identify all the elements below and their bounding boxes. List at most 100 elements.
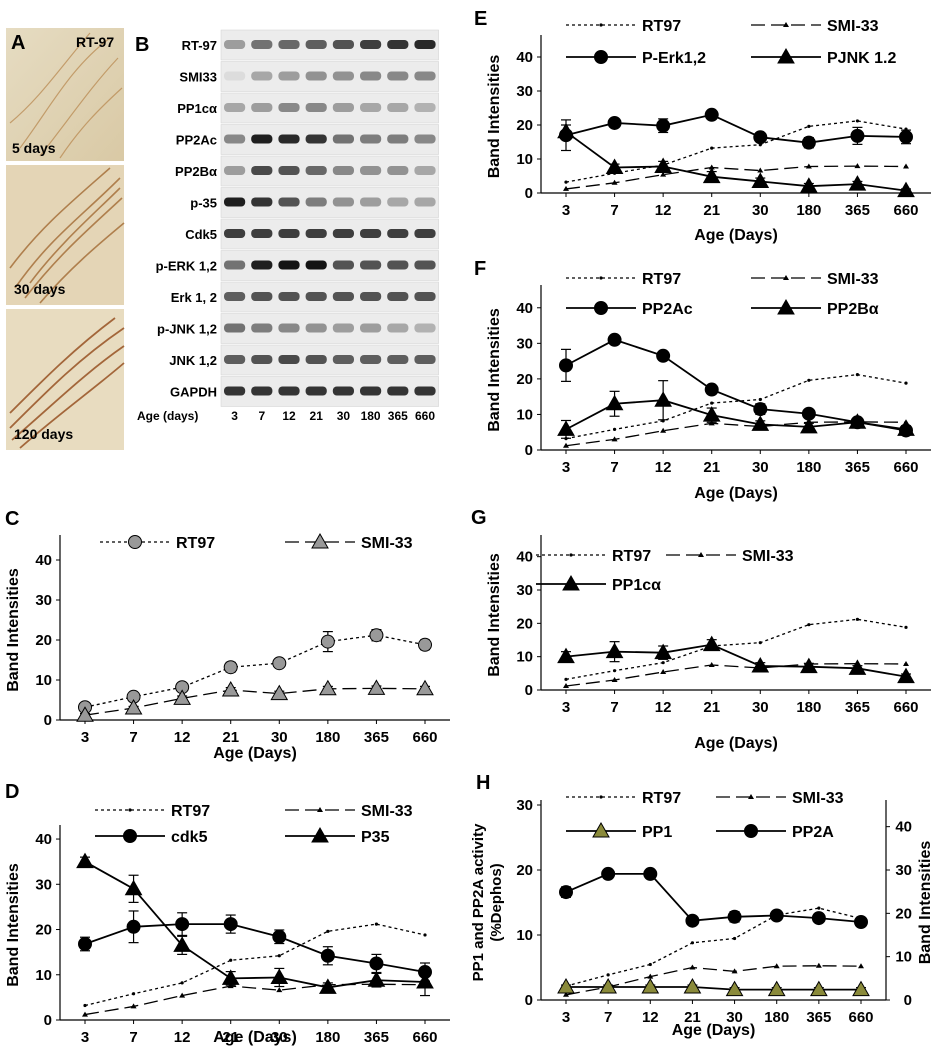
data-point <box>805 163 812 169</box>
panel-letter: E <box>474 8 487 30</box>
data-point <box>416 972 434 989</box>
data-point <box>654 157 673 173</box>
data-point <box>599 977 618 994</box>
blot-label: JNK 1,2 <box>169 353 217 368</box>
blot-band <box>360 134 382 144</box>
y-axis-label: Band Intensities <box>5 568 22 692</box>
x-tick-label: 30 <box>271 1029 288 1046</box>
x-tick-label: 21 <box>703 459 720 476</box>
data-point <box>801 135 816 150</box>
blot-band <box>332 166 354 175</box>
data-point <box>704 107 719 122</box>
x-tick-label: 21 <box>222 729 239 746</box>
histology-label-5-days: 5 days <box>12 140 56 156</box>
data-point <box>753 130 768 145</box>
legend-marker <box>569 553 573 557</box>
blot-band <box>387 323 409 333</box>
blot-band <box>387 166 409 175</box>
series-pp1c- <box>557 635 915 684</box>
histology-image-30-days <box>6 165 124 305</box>
y-tick-label: 0 <box>525 442 533 459</box>
panel-a-images <box>6 28 125 450</box>
blot-band <box>414 71 436 81</box>
data-point <box>643 866 658 881</box>
data-point <box>807 378 811 382</box>
blot-band <box>278 40 300 49</box>
blot-band <box>414 197 436 207</box>
series-line <box>565 643 907 678</box>
histology-image-5-days <box>6 28 124 161</box>
data-point <box>848 413 867 429</box>
blot-age-label: Age (days) <box>137 409 198 423</box>
legend-label: PJNK 1.2 <box>827 50 896 67</box>
x-tick-label: 660 <box>848 1009 873 1026</box>
series-cdk5 <box>78 910 432 982</box>
data-point <box>660 171 667 177</box>
chart-panel-e: E 0 10 20 30 40 3 7 12 21 30 180 365 660 Age (Days) Ban… <box>474 8 931 244</box>
blot-band <box>224 134 246 144</box>
blot-band <box>414 166 436 175</box>
y2-tick-label: 10 <box>895 949 912 966</box>
series-rt97 <box>83 922 427 1008</box>
y-tick-label: 40 <box>35 552 52 569</box>
blot-label: Erk 1, 2 <box>171 290 217 305</box>
legend-label: RT97 <box>612 548 651 565</box>
blot-band <box>224 260 246 270</box>
data-point <box>607 332 622 347</box>
x-tick-label: 3 <box>562 459 570 476</box>
y-tick-label: 40 <box>516 49 533 66</box>
blot-band <box>278 134 300 144</box>
blot-band <box>387 134 409 144</box>
series-line <box>565 399 907 431</box>
data-point <box>611 677 618 682</box>
western-blot-grid: RT-97 SMI33 PP1cα PP2Ac PP2Bα p-35 Cdk5 p-ERK 1… <box>137 29 439 423</box>
legend-marker <box>599 276 603 280</box>
chart-panel-h: H 0 10 20 30 0 10 20 30 40 3 7 12 21 30 180 365 660 Age (D… <box>470 772 934 1039</box>
x-tick-label: 365 <box>806 1009 831 1026</box>
x-tick-label: 7 <box>610 459 618 476</box>
y-axis-label: PP1 and PP2A activity(%Dephos) <box>470 823 505 982</box>
histology-label-120-days: 120 days <box>14 426 74 442</box>
legend-label: SMI-33 <box>742 548 794 565</box>
data-point <box>732 936 737 941</box>
data-point <box>367 679 386 695</box>
x-tick-label: 660 <box>412 1029 437 1046</box>
data-point <box>320 634 335 649</box>
series-pp2a <box>559 866 868 929</box>
legend-marker <box>562 574 580 591</box>
blot-band <box>305 292 327 301</box>
data-point <box>660 427 667 433</box>
y-tick-label: 10 <box>516 649 533 666</box>
blot-band <box>224 40 246 49</box>
data-point <box>272 656 287 671</box>
x-tick-label: 12 <box>642 1009 659 1026</box>
blot-band <box>278 71 300 81</box>
panel-letter: G <box>471 507 487 529</box>
y-tick-label: 0 <box>44 1012 52 1029</box>
y-tick-label: 0 <box>525 992 533 1009</box>
data-point <box>660 669 667 674</box>
blot-age-tick: 180 <box>361 409 381 423</box>
blot-label: PP2Ac <box>176 133 217 148</box>
data-point <box>855 373 860 377</box>
blot-band <box>387 71 409 81</box>
data-point <box>702 406 721 422</box>
blot-label: Cdk5 <box>185 227 217 242</box>
data-point <box>131 992 136 996</box>
blot-band <box>305 229 327 238</box>
data-point <box>689 964 696 970</box>
data-point <box>557 420 575 436</box>
data-point <box>223 660 238 675</box>
data-point <box>605 394 624 411</box>
data-point <box>563 185 569 191</box>
data-point <box>180 981 184 985</box>
blot-band <box>305 71 327 81</box>
blot-band <box>278 386 300 396</box>
y2-tick-label: 30 <box>895 862 912 879</box>
blot-band <box>305 197 327 207</box>
series-line <box>565 373 907 440</box>
blot-label: SMI33 <box>179 70 217 85</box>
data-point <box>557 647 575 664</box>
blot-band <box>387 197 409 207</box>
blot-age-tick: 660 <box>415 409 435 423</box>
